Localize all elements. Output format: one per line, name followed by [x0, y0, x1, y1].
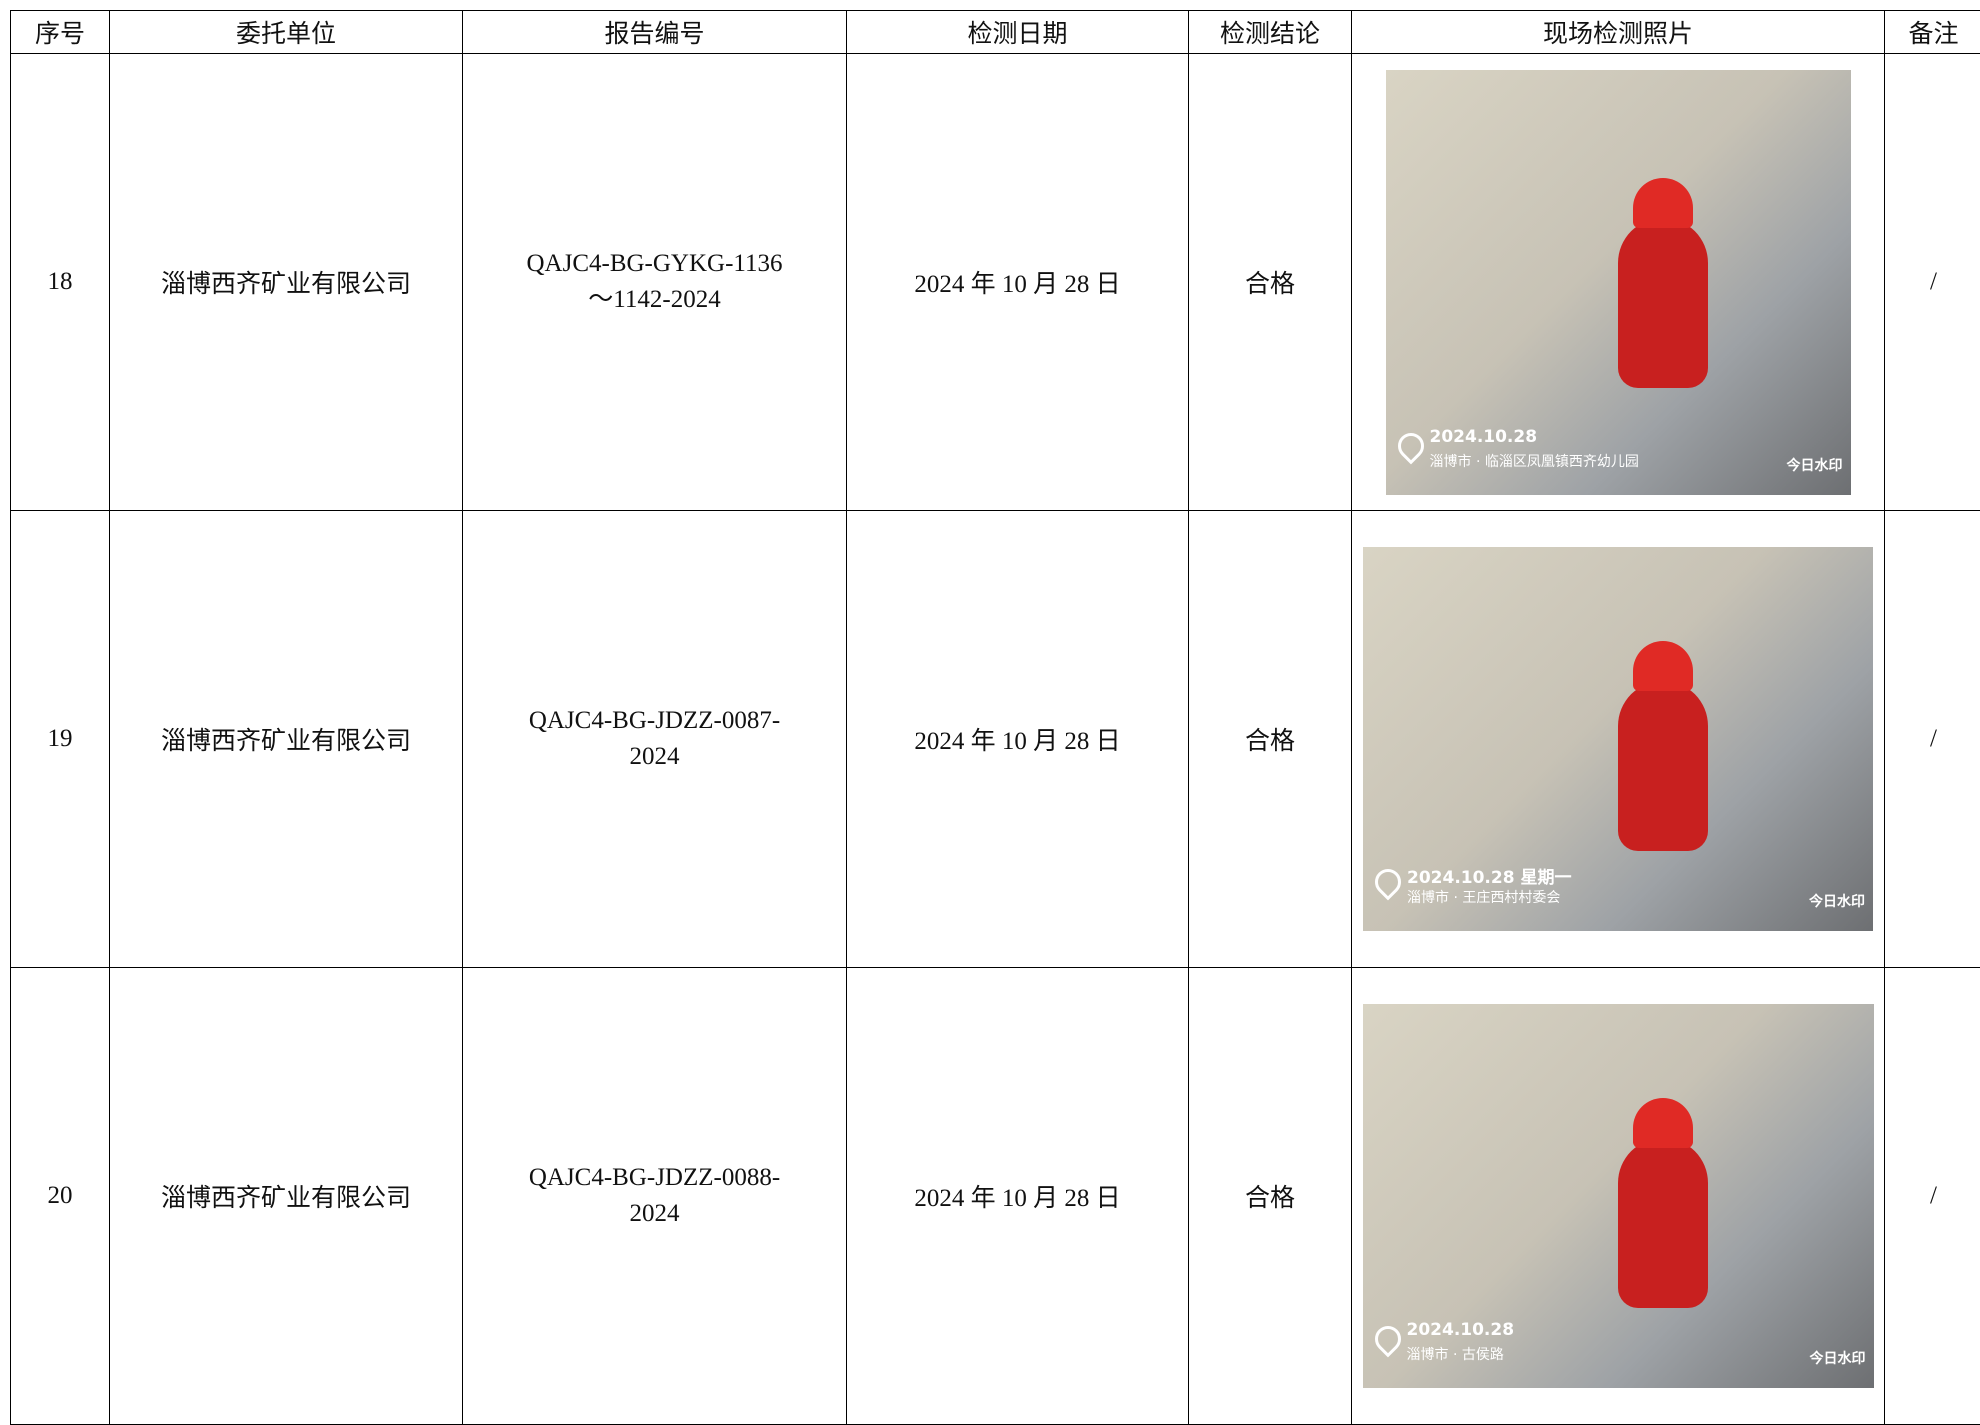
worker: [1618, 218, 1708, 388]
watermark-brand: 今日水印: [1809, 891, 1865, 911]
watermark-brand: 今日水印: [1787, 455, 1843, 475]
photo-location: 淄博市 · 王庄西村村委会: [1407, 887, 1560, 907]
photo-time: 2024.10.28: [1430, 427, 1538, 447]
report-number: QAJC4-BG-JDZZ-0087-2024: [520, 703, 790, 775]
date-cell: 2024 年 10 月 28 日: [847, 511, 1189, 968]
conclusion-cell: 合格: [1189, 968, 1352, 1425]
header-cell: 检测结论: [1189, 11, 1352, 54]
client-cell: 淄博西齐矿业有限公司: [110, 968, 463, 1425]
remark-cell: /: [1885, 54, 1980, 511]
row-number: 19: [11, 511, 110, 968]
header-cell: 检测日期: [847, 11, 1189, 54]
date-cell: 2024 年 10 月 28 日: [847, 968, 1189, 1425]
photo-time: 2024.10.28: [1407, 1320, 1515, 1340]
report-cell: QAJC4-BG-GYKG-1136～1142-2024: [463, 54, 847, 511]
photo-time: 2024.10.28 星期一: [1407, 863, 1571, 888]
site-photo: 2024.10.28 淄博市 · 古侯路 今日水印: [1363, 1004, 1874, 1388]
remark-cell: /: [1885, 511, 1980, 968]
header-cell: 备注: [1885, 11, 1980, 54]
conclusion-cell: 合格: [1189, 54, 1352, 511]
row-number: 20: [11, 968, 110, 1425]
client-cell: 淄博西齐矿业有限公司: [110, 54, 463, 511]
header-cell: 序号: [11, 11, 110, 54]
report-number: QAJC4-BG-JDZZ-0088-2024: [520, 1160, 790, 1232]
header-cell: 报告编号: [463, 11, 847, 54]
date-cell: 2024 年 10 月 28 日: [847, 54, 1189, 511]
photo-cell: 2024.10.28 星期一淄博市 · 王庄西村村委会 今日水印: [1352, 511, 1885, 968]
header-cell: 现场检测照片: [1352, 11, 1885, 54]
remark-cell: /: [1885, 968, 1980, 1425]
worker: [1618, 681, 1708, 851]
report-cell: QAJC4-BG-JDZZ-0087-2024: [463, 511, 847, 968]
row-number: 18: [11, 54, 110, 511]
site-photo: 2024.10.28 星期一淄博市 · 王庄西村村委会 今日水印: [1363, 547, 1873, 931]
report-cell: QAJC4-BG-JDZZ-0088-2024: [463, 968, 847, 1425]
photo-location: 淄博市 · 古侯路: [1407, 1344, 1504, 1364]
site-photo: 2024.10.28 淄博市 · 临淄区凤凰镇西齐幼儿园 今日水印: [1386, 70, 1851, 495]
photo-location: 淄博市 · 临淄区凤凰镇西齐幼儿园: [1430, 451, 1639, 471]
report-number: QAJC4-BG-GYKG-1136～1142-2024: [520, 246, 790, 318]
conclusion-cell: 合格: [1189, 511, 1352, 968]
helmet: [1633, 1098, 1693, 1148]
helmet: [1633, 178, 1693, 228]
watermark-brand: 今日水印: [1810, 1348, 1866, 1368]
helmet: [1633, 641, 1693, 691]
worker: [1618, 1138, 1708, 1308]
header-row: 序号委托单位报告编号检测日期检测结论现场检测照片备注: [11, 11, 1980, 54]
header-cell: 委托单位: [110, 11, 463, 54]
photo-cell: 2024.10.28 淄博市 · 临淄区凤凰镇西齐幼儿园 今日水印: [1352, 54, 1885, 511]
client-cell: 淄博西齐矿业有限公司: [110, 511, 463, 968]
photo-cell: 2024.10.28 淄博市 · 古侯路 今日水印: [1352, 968, 1885, 1425]
